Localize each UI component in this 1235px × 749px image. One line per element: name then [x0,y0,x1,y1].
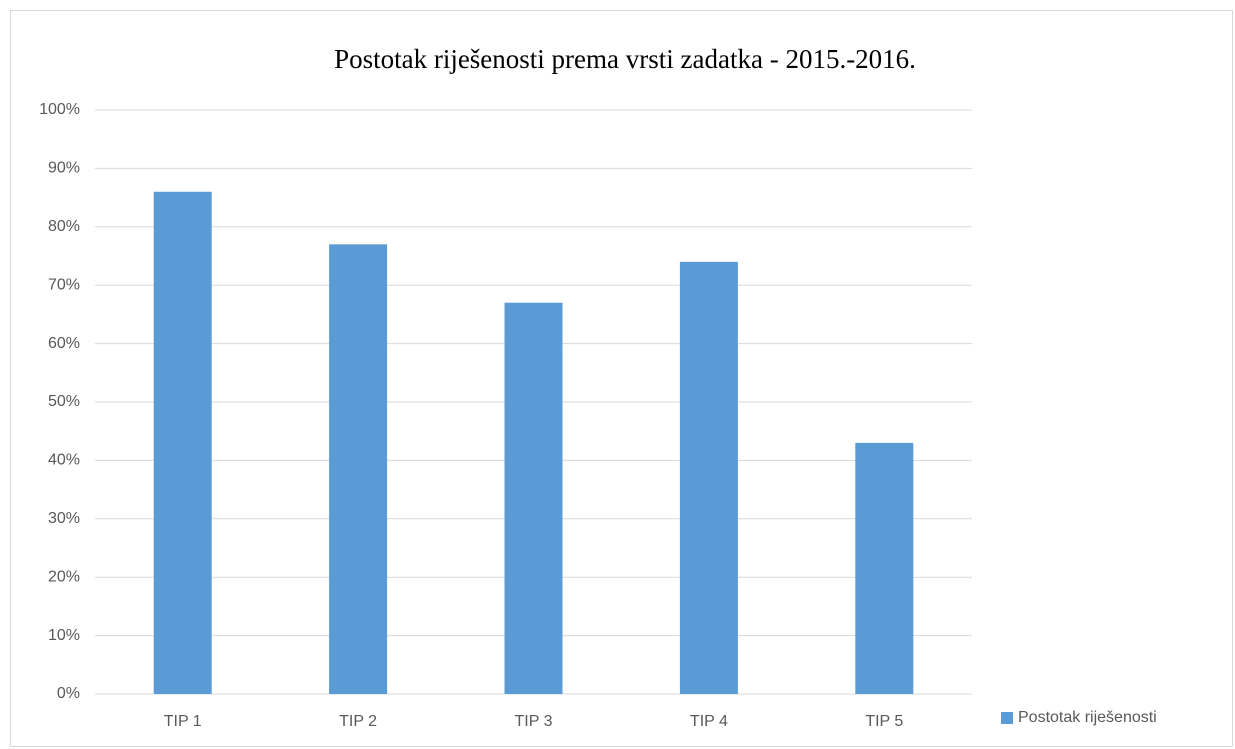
y-tick-label: 60% [48,335,80,352]
x-tick-label: TIP 3 [515,713,553,730]
x-tick-label: TIP 4 [690,713,728,730]
bar [855,442,914,694]
chart-frame [10,10,1233,747]
x-tick-label: TIP 5 [865,713,903,730]
legend-label: Postotak riješenosti [1018,709,1157,726]
x-tick-label: TIP 2 [339,713,377,730]
y-tick-label: 30% [48,510,80,527]
y-tick-label: 70% [48,276,80,293]
y-tick-label: 90% [48,160,80,177]
y-tick-label: 20% [48,568,80,585]
y-tick-label: 0% [57,685,80,702]
y-tick-label: 100% [39,101,80,118]
chart-title: Postotak riješenosti prema vrsti zadatka… [334,44,916,74]
bar [679,261,738,694]
bar [153,191,212,694]
bar [329,244,388,694]
x-tick-label: TIP 1 [164,713,202,730]
y-tick-label: 10% [48,627,80,644]
y-tick-label: 40% [48,452,80,469]
y-tick-label: 50% [48,393,80,410]
legend-swatch [1001,712,1013,724]
bar [504,302,563,694]
y-tick-label: 80% [48,218,80,235]
